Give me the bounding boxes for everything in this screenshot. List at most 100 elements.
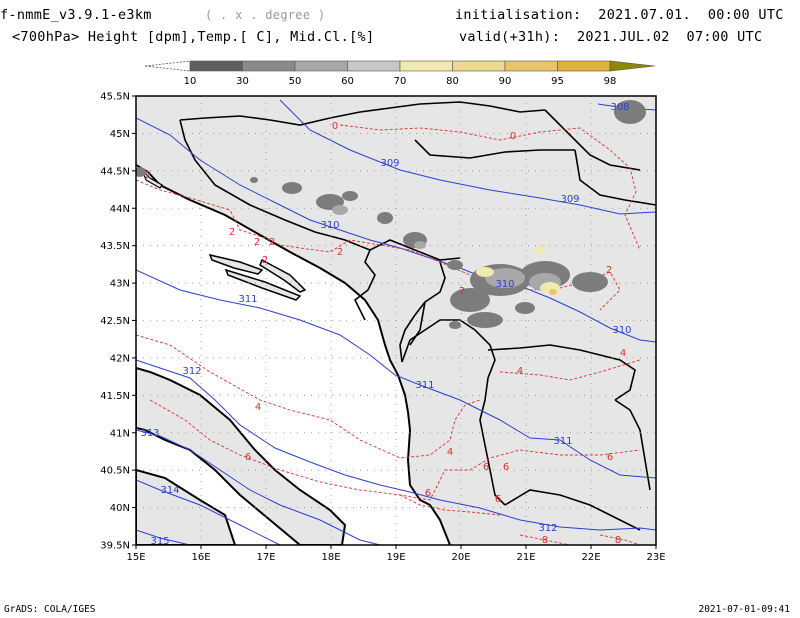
temperature-label: 2 <box>145 170 151 181</box>
temperature-label: 4 <box>517 366 523 377</box>
height-label: 311 <box>415 380 434 391</box>
lat-label: 44N <box>110 204 130 215</box>
lat-label: 45N <box>110 129 130 140</box>
colorbar-segment <box>399 60 453 72</box>
colorbar-label: 95 <box>551 76 564 87</box>
lon-label: 15E <box>126 552 145 563</box>
temperature-label: 4 <box>255 402 261 413</box>
coastline <box>136 164 451 545</box>
italy-coast <box>136 366 347 545</box>
lat-label: 40.5N <box>100 466 130 477</box>
lon-label: 18E <box>321 552 340 563</box>
colorbar-segment <box>242 60 296 72</box>
island <box>208 253 264 275</box>
lon-label: 20E <box>451 552 470 563</box>
colorbar: 10 30 50 60 70 80 90 95 98 <box>144 60 656 87</box>
height-label: 312 <box>538 523 557 534</box>
colorbar-segment <box>557 60 611 72</box>
temperature-label: 6 <box>425 488 431 499</box>
colorbar-label: 98 <box>604 76 617 87</box>
temperature-label: 2 <box>459 286 465 297</box>
lat-label: 42N <box>110 353 130 364</box>
height-label: 315 <box>150 536 169 547</box>
lat-label: 42.5N <box>100 316 130 327</box>
colorbar-high-arrow <box>609 60 656 72</box>
colorbar-label: 60 <box>341 76 354 87</box>
initialisation-time: initialisation: 2021.07.01. 00:00 UTC <box>455 7 784 23</box>
valid-time: valid(+31h): 2021.JUL.02 07:00 UTC <box>459 29 763 45</box>
height-label: 309 <box>380 158 399 169</box>
colorbar-label: 90 <box>499 76 512 87</box>
temperature-label: 2 <box>254 237 260 248</box>
colorbar-segment <box>452 60 506 72</box>
temperature-label: 2 <box>606 265 612 276</box>
colorbar-label: 10 <box>184 76 197 87</box>
height-label: 310 <box>495 279 514 290</box>
colorbar-label: 30 <box>236 76 249 87</box>
footer-timestamp: 2021-07-01-09:41 <box>698 604 790 615</box>
colorbar-low-arrow <box>144 60 191 72</box>
temperature-label: 4 <box>447 447 453 458</box>
footer-credit: GrADS: COLA/IGES <box>4 604 96 615</box>
temperature-label: 2 <box>337 247 343 258</box>
model-title: f-nmmE_v3.9.1-e3km <box>0 7 152 23</box>
colorbar-label: 50 <box>289 76 302 87</box>
height-label: 313 <box>140 428 159 439</box>
grid-resolution: ( . x . degree ) <box>205 8 326 22</box>
lat-label: 40N <box>110 503 130 514</box>
temperature-label: 6 <box>503 462 509 473</box>
mid-cloud-patches <box>136 100 646 329</box>
field-description: <700hPa> Height [dpm],Temp.[ C], Mid.Cl.… <box>12 29 375 45</box>
lat-label: 44.5N <box>100 166 130 177</box>
temperature-label: 0 <box>510 131 516 142</box>
temperature-label: 6 <box>483 462 489 473</box>
graticule <box>136 96 656 545</box>
temperature-label: 4 <box>620 348 626 359</box>
colorbar-segment <box>347 60 401 72</box>
temperature-label: 2 <box>269 237 275 248</box>
temperature-label: 0 <box>332 121 338 132</box>
temperature-label: 8 <box>542 535 548 546</box>
lat-label: 45.5N <box>100 92 130 103</box>
island <box>141 169 163 189</box>
lat-label: 39.5N <box>100 541 130 552</box>
lon-label: 19E <box>386 552 405 563</box>
lat-label: 41.5N <box>100 391 130 402</box>
island <box>224 268 302 301</box>
temperature-label: 6 <box>607 452 613 463</box>
axis-ticks <box>132 95 657 549</box>
height-label: 311 <box>553 436 572 447</box>
lat-label: 43.5N <box>100 241 130 252</box>
temperature-label: 2 <box>262 255 268 266</box>
contour-labels: 308 309 309 310 310 310 311 311 311 312 … <box>140 102 631 547</box>
height-label: 311 <box>238 294 257 305</box>
lon-label: 22E <box>581 552 600 563</box>
height-label: 310 <box>612 325 631 336</box>
lat-label: 43N <box>110 279 130 290</box>
colorbar-segment <box>189 60 243 72</box>
temperature-label: 8 <box>615 535 621 546</box>
lon-label: 23E <box>646 552 665 563</box>
height-label: 309 <box>560 194 579 205</box>
lon-label: 16E <box>191 552 210 563</box>
lat-label: 41N <box>110 428 130 439</box>
island <box>259 258 307 293</box>
colorbar-segment <box>504 60 558 72</box>
colorbar-label: 80 <box>446 76 459 87</box>
height-label: 314 <box>160 485 179 496</box>
temperature-label: 6 <box>245 452 251 463</box>
colorbar-label: 70 <box>394 76 407 87</box>
country-borders <box>179 101 656 531</box>
longitude-labels: 15E 16E 17E 18E 19E 20E 21E 22E 23E <box>126 552 665 563</box>
height-contours <box>136 99 656 545</box>
latitude-labels: 45.5N 45N 44.5N 44N 43.5N 43N 42.5N 42N 41.5N 41N… <box>100 92 130 552</box>
height-label: 308 <box>610 102 629 113</box>
temperature-label: 2 <box>229 227 235 238</box>
lon-label: 17E <box>256 552 275 563</box>
height-label: 312 <box>182 366 201 377</box>
height-label: 310 <box>320 220 339 231</box>
temperature-label: 6 <box>495 494 501 505</box>
lon-label: 21E <box>516 552 535 563</box>
colorbar-segment <box>294 60 348 72</box>
